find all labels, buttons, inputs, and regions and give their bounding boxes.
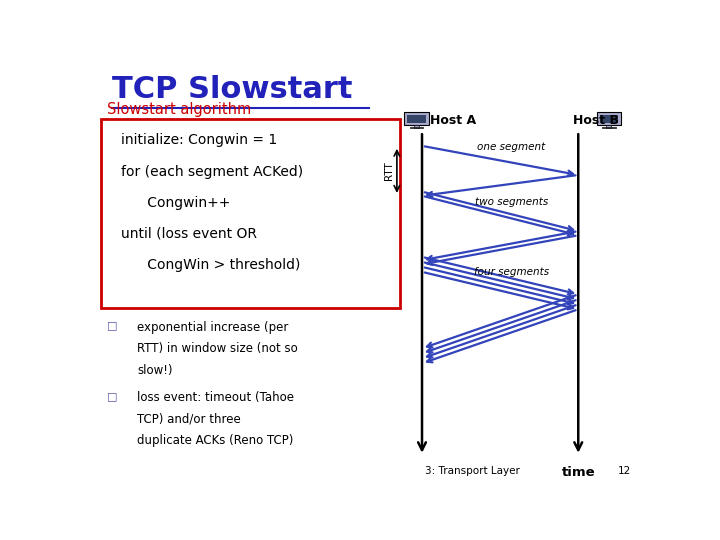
Text: one segment: one segment xyxy=(477,142,546,152)
Bar xyxy=(101,119,400,308)
Text: CongWin > threshold): CongWin > threshold) xyxy=(121,258,300,272)
Bar xyxy=(602,127,616,129)
Text: four segments: four segments xyxy=(474,267,549,277)
Text: two segments: two segments xyxy=(474,197,548,207)
Text: TCP) and/or three: TCP) and/or three xyxy=(138,413,241,426)
Text: □: □ xyxy=(107,321,117,330)
Text: Host B: Host B xyxy=(572,114,618,127)
Text: RTT) in window size (not so: RTT) in window size (not so xyxy=(138,342,298,355)
Text: Congwin++: Congwin++ xyxy=(121,196,230,210)
Bar xyxy=(414,125,419,128)
Text: initialize: Congwin = 1: initialize: Congwin = 1 xyxy=(121,133,277,147)
Text: time: time xyxy=(562,466,595,479)
Text: 12: 12 xyxy=(618,467,631,476)
Bar xyxy=(408,116,426,123)
Text: exponential increase (per: exponential increase (per xyxy=(138,321,289,334)
Text: loss event: timeout (Tahoe: loss event: timeout (Tahoe xyxy=(138,391,294,404)
Text: Host A: Host A xyxy=(431,114,477,127)
Bar xyxy=(597,112,621,125)
Text: until (loss event OR: until (loss event OR xyxy=(121,227,257,241)
Text: 3: Transport Layer: 3: Transport Layer xyxy=(425,467,520,476)
Bar xyxy=(600,116,618,123)
Text: TCP Slowstart: TCP Slowstart xyxy=(112,75,353,104)
Text: slow!): slow!) xyxy=(138,364,173,377)
Text: RTT: RTT xyxy=(384,161,394,180)
Bar xyxy=(606,125,611,128)
Text: for (each segment ACKed): for (each segment ACKed) xyxy=(121,165,303,179)
Text: Slowstart algorithm: Slowstart algorithm xyxy=(107,102,251,117)
Bar xyxy=(410,127,423,129)
Bar xyxy=(404,112,428,125)
Text: □: □ xyxy=(107,391,117,401)
Text: duplicate ACKs (Reno TCP): duplicate ACKs (Reno TCP) xyxy=(138,435,294,448)
